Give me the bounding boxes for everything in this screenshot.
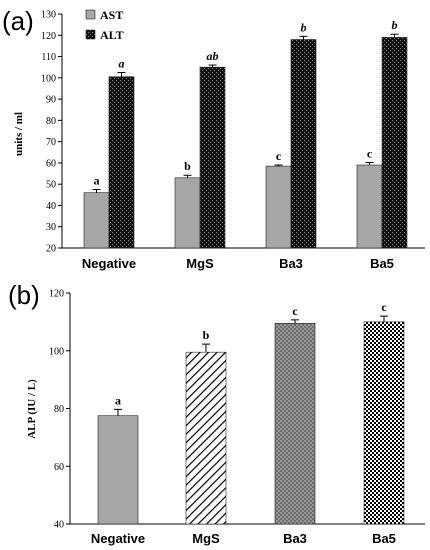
panel-a-y-tick-label: 20 bbox=[46, 244, 56, 255]
panel-a-y-tick-label: 110 bbox=[41, 52, 56, 63]
panel-a-bar-alt-ba3 bbox=[290, 39, 317, 249]
panel-a-label: (a) bbox=[2, 6, 34, 36]
panel-b-sig-label-ba3: c bbox=[292, 304, 298, 318]
panel-a-bar-alt-ba5 bbox=[381, 37, 408, 249]
panel-b-sig-label-ba5: c bbox=[381, 300, 387, 314]
panel-b-x-tick-label-ba3: Ba3 bbox=[283, 531, 307, 546]
panel-a-x-tick-label-ba3: Ba3 bbox=[279, 256, 303, 271]
panel-a-bar-alt-mgs bbox=[199, 66, 226, 249]
panel-b-label: (b) bbox=[8, 280, 40, 310]
panel-a-sig-label-alt-ba3: b bbox=[301, 20, 307, 34]
panel-b-sig-label-mgs: b bbox=[203, 328, 210, 342]
panel-a: (a) units / ml 20 30 40 50 60 70 80 90 100 110 120… bbox=[2, 6, 425, 271]
legend-alt-label: ALT bbox=[100, 28, 124, 42]
panel-b-y-tick-label: 120 bbox=[49, 289, 64, 300]
panel-a-sig-label-ast-ba5: c bbox=[367, 146, 373, 160]
panel-a-bar-ast-ba5 bbox=[356, 164, 383, 249]
panel-a-bar-ast-mgs bbox=[174, 177, 201, 249]
panel-a-y-tick-label: 120 bbox=[41, 31, 56, 42]
panel-a-y-tick-label: 50 bbox=[46, 180, 56, 191]
panel-a-sig-label-alt-ba5: b bbox=[392, 18, 398, 32]
panel-a-sig-label-ast-ba3: c bbox=[276, 149, 282, 163]
panel-b-bar-mgs bbox=[185, 351, 227, 525]
panel-a-y-axis-title: units / ml bbox=[13, 112, 25, 156]
panel-b-y-tick-label: 60 bbox=[54, 462, 64, 473]
panel-a-sig-label-alt-mgs: ab bbox=[207, 49, 219, 63]
panel-a-x-tick-label-ba5: Ba5 bbox=[370, 256, 394, 271]
panel-a-y-tick-label: 60 bbox=[46, 158, 56, 169]
panel-b-x-tick-label-negative: Negative bbox=[91, 531, 145, 546]
panel-a-y-tick-label: 70 bbox=[46, 137, 56, 148]
legend-ast-label: AST bbox=[100, 8, 123, 22]
panel-a-legend: AST ALT bbox=[85, 8, 124, 42]
panel-a-y-tick-label: 100 bbox=[41, 73, 56, 84]
panel-b-sig-label-negative: a bbox=[115, 393, 121, 407]
panel-b-y-tick-label: 80 bbox=[54, 404, 64, 415]
panel-a-x-tick-label-mgs: MgS bbox=[186, 256, 214, 271]
panel-a-sig-label-ast-negative: a bbox=[94, 174, 100, 188]
panel-a-sig-label-ast-mgs: b bbox=[184, 159, 191, 173]
panel-b-y-tick-label: 100 bbox=[49, 346, 64, 357]
panel-a-x-tick-label-negative: Negative bbox=[82, 256, 136, 271]
panel-a-y-tick-label: 40 bbox=[46, 201, 56, 212]
legend-alt-swatch bbox=[85, 29, 96, 40]
panel-a-bar-ast-negative bbox=[83, 192, 110, 249]
panel-b: (b) ALP (IU / L) 40 60 80 100 120 a Negative b… bbox=[8, 280, 425, 546]
panel-b-bars: a Negative b MgS c Ba3 c Ba5 bbox=[91, 300, 405, 546]
panel-b-bar-ba5 bbox=[363, 321, 405, 525]
panel-a-bars: Negative a a MgS b ab Ba3 c b Ba5 c b bbox=[82, 18, 408, 271]
panel-a-y-tick-label: 130 bbox=[41, 10, 56, 21]
panel-b-bar-negative bbox=[97, 415, 139, 525]
panel-a-bar-ast-ba3 bbox=[265, 165, 292, 249]
panel-b-x-tick-label-mgs: MgS bbox=[192, 531, 220, 546]
panel-a-y-tick-label: 90 bbox=[46, 95, 56, 106]
panel-a-y-tick-label: 80 bbox=[46, 116, 56, 127]
panel-a-bar-alt-negative bbox=[108, 76, 135, 249]
panel-b-y-tick-label: 40 bbox=[54, 520, 64, 531]
panel-a-y-tick-label: 30 bbox=[46, 222, 56, 233]
panel-a-sig-label-alt-negative: a bbox=[119, 57, 125, 71]
panel-b-bar-ba3 bbox=[274, 323, 316, 525]
panel-b-x-tick-label-ba5: Ba5 bbox=[372, 531, 396, 546]
panel-b-y-axis-title: ALP (IU / L) bbox=[26, 379, 38, 439]
legend-ast-swatch bbox=[85, 9, 96, 20]
